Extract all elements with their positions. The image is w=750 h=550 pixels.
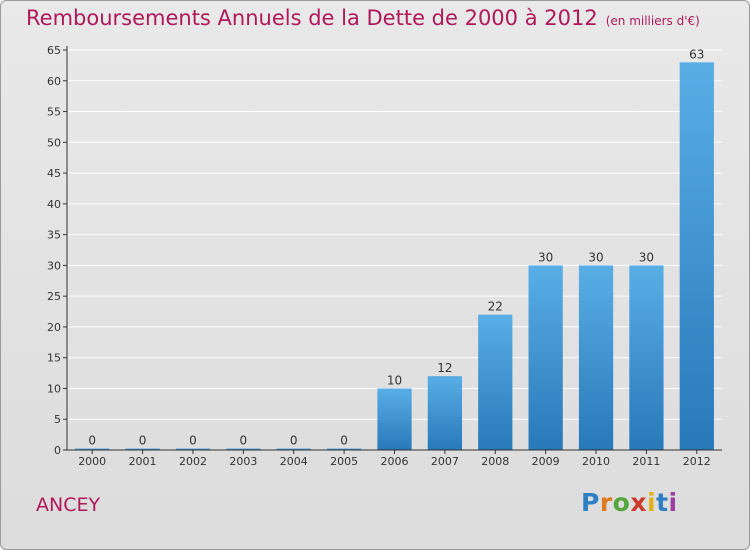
logo-letter: x [630,488,647,517]
y-tick-label: 30 [47,259,61,272]
data-label: 30 [538,250,553,264]
data-label: 30 [588,250,603,264]
data-label: 30 [639,250,654,264]
x-tick-label: 2010 [582,455,610,468]
y-tick-label: 40 [47,198,61,211]
logo-letter: P [581,488,600,517]
y-tick-label: 60 [47,75,61,88]
y-tick-label: 65 [47,44,61,57]
bar [528,265,563,450]
y-tick-label: 10 [47,382,61,395]
proxiti-logo: Proxiti [581,488,678,517]
data-label: 0 [340,434,348,448]
x-tick-label: 2004 [280,455,308,468]
data-label: 12 [437,361,452,375]
x-tick-label: 2012 [683,455,711,468]
x-tick-label: 2011 [632,455,660,468]
data-label: 0 [139,434,147,448]
bar [679,62,714,451]
data-label: 10 [387,373,402,387]
y-tick-label: 35 [47,229,61,242]
logo-letter: r [599,488,613,517]
data-label: 22 [488,300,503,314]
bar [276,448,311,450]
logo-letter: i [668,488,678,517]
bar [75,448,110,450]
commune-name: ANCEY [36,494,101,516]
logo-letter: t [656,488,669,517]
x-tick-label: 2000 [78,455,106,468]
data-label: 0 [88,434,96,448]
bar [629,265,664,450]
bar [226,448,261,450]
x-tick-label: 2005 [330,455,358,468]
y-tick-label: 0 [54,444,61,457]
x-tick-label: 2006 [381,455,409,468]
chart-title: Remboursements Annuels de la Dette de 20… [26,6,700,30]
data-label: 0 [240,434,248,448]
bar [478,314,513,450]
y-tick-label: 55 [47,106,61,119]
title-text: Remboursements Annuels de la Dette de 20… [26,6,598,30]
x-tick-label: 2007 [431,455,459,468]
x-tick-label: 2002 [179,455,207,468]
y-tick-label: 15 [47,352,61,365]
x-tick-label: 2001 [129,455,157,468]
logo-letter: o [612,488,631,517]
y-tick-label: 20 [47,321,61,334]
x-tick-label: 2003 [229,455,257,468]
x-tick-label: 2008 [481,455,509,468]
y-tick-label: 45 [47,167,61,180]
y-tick-label: 5 [54,413,61,426]
data-label: 0 [189,434,197,448]
bar [578,265,614,450]
y-tick-label: 50 [47,136,61,149]
bar [326,448,362,450]
data-label: 63 [689,47,704,61]
bar [377,388,412,450]
bar [175,448,211,450]
bar [125,448,160,450]
unit-label: (en milliers d'€) [605,14,700,28]
x-tick-label: 2009 [532,455,560,468]
y-tick-label: 25 [47,290,61,303]
logo-letter: i [647,488,657,517]
bar [427,376,463,450]
data-label: 0 [290,434,298,448]
